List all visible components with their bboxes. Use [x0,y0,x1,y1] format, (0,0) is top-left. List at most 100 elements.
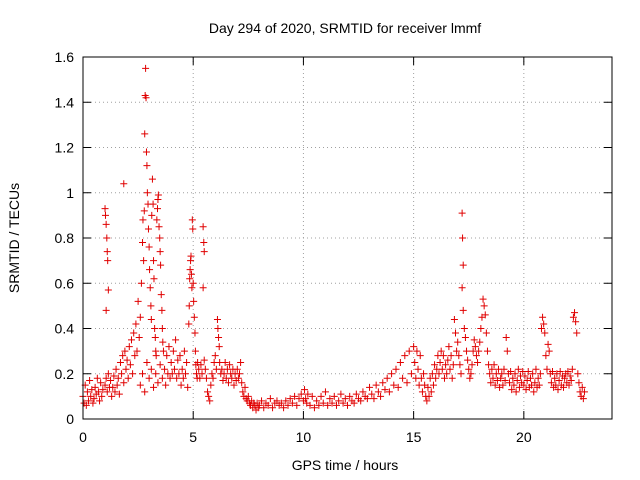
data-point [456,361,464,369]
data-point [146,266,154,274]
data-point [166,374,174,382]
data-point [401,352,409,360]
data-point [124,374,132,382]
data-point [151,334,159,342]
y-tick-label: 0.6 [55,275,75,291]
data-point [134,297,142,305]
data-point [189,225,197,233]
data-point [416,352,424,360]
data-point [578,383,586,391]
data-point [374,388,382,396]
data-point [313,397,321,405]
data-point [157,291,165,299]
data-point [532,365,540,373]
data-point [537,325,545,332]
data-point [535,381,543,389]
data-point [350,399,358,407]
x-axis-title: GPS time / hours [292,457,399,473]
data-point [148,175,156,183]
data-point [520,381,528,389]
data-point [179,374,187,382]
data-point [414,365,422,373]
data-point [489,374,497,382]
data-point [539,313,547,321]
data-point [444,356,452,364]
data-point [147,365,155,373]
data-point [571,309,579,317]
data-point [224,379,232,387]
data-point [150,383,158,391]
data-point [141,388,149,396]
data-point [514,365,522,373]
data-point [460,325,468,332]
data-point [413,347,421,355]
data-points [79,64,588,414]
data-point [157,261,165,269]
data-point [568,365,576,373]
data-point [438,365,446,373]
data-point [147,315,155,323]
data-point [150,275,158,283]
data-point [515,383,523,391]
data-point [567,377,575,385]
data-point [147,302,155,310]
data-point [115,390,123,398]
data-point [310,404,318,412]
data-point [297,390,305,398]
x-tick-label: 15 [406,429,422,445]
data-point [142,94,150,102]
data-point [332,401,340,409]
data-point [530,388,538,396]
data-point [120,379,128,387]
data-point [428,370,436,378]
data-point [491,381,499,389]
data-point [330,392,338,400]
data-point [470,336,478,344]
data-point [273,397,281,405]
data-point [235,370,243,378]
data-point [455,352,463,360]
data-point [407,370,415,378]
data-point [111,388,119,396]
data-point [239,388,247,396]
data-point [136,313,144,321]
data-point [475,347,483,355]
data-point [149,200,157,208]
data-point [156,248,164,256]
data-point [264,401,272,409]
data-point [370,395,378,403]
data-point [141,130,149,138]
data-point [140,207,148,215]
data-point [529,370,537,378]
data-point [142,148,150,156]
data-point [191,329,199,337]
data-point [580,388,588,396]
data-point [306,401,314,409]
x-tick-label: 5 [189,429,197,445]
data-point [82,401,90,409]
data-point [366,383,374,391]
data-point [220,370,228,378]
data-point [93,374,101,382]
data-point [541,329,549,337]
data-point [377,392,385,400]
data-point [352,390,360,398]
data-point [488,365,496,373]
data-point [258,397,266,405]
data-point [207,381,215,389]
data-point [162,381,170,389]
data-point [244,392,252,400]
y-tick-label: 1.4 [55,94,75,110]
data-point [137,279,145,287]
data-point [153,216,161,224]
data-point [513,377,521,385]
data-point [556,367,564,375]
data-point [500,365,508,373]
data-point [90,395,98,403]
data-point [561,374,569,382]
chart-title: Day 294 of 2020, SRMTID for receiver lmm… [209,20,481,36]
data-point [187,252,195,260]
data-point [502,334,510,342]
data-point [483,347,491,355]
